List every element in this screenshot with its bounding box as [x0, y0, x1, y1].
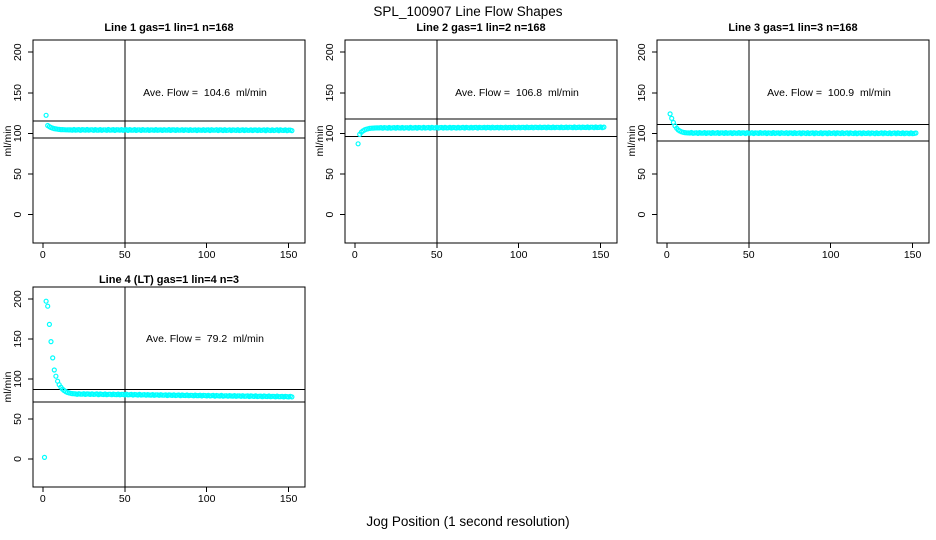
y-tick-label: 100 — [12, 124, 24, 142]
x-tick-label: 0 — [40, 493, 46, 505]
ave-flow-annotation: Ave. Flow = 104.6 ml/min — [143, 87, 267, 99]
panel-title-line-1: Line 1 gas=1 lin=1 n=168 — [104, 22, 234, 34]
y-tick-label: 100 — [12, 370, 24, 388]
panel-line-3: Line 3 gas=1 lin=3 n=168 ml/min Ave. Flo… — [624, 20, 936, 270]
y-tick-label: 0 — [12, 212, 24, 218]
plot-box — [656, 39, 930, 244]
y-tick-label: 0 — [12, 456, 24, 462]
x-axis-ticks: 0 50 100 150 — [352, 243, 610, 261]
y-tick-label: 50 — [636, 168, 648, 180]
x-tick-label: 50 — [431, 249, 443, 261]
panel-title-line-2: Line 2 gas=1 lin=2 n=168 — [416, 22, 546, 34]
data-points — [667, 111, 919, 137]
y-tick-label: 50 — [324, 168, 336, 180]
x-tick-label: 150 — [904, 249, 922, 261]
plot-canvas-line-4: 0 50 100 150 0 50 100 150 200 — [12, 286, 306, 505]
x-tick-label: 150 — [592, 249, 610, 261]
y-axis-ticks: 0 50 100 150 200 — [12, 43, 33, 218]
y-tick-label: 150 — [636, 84, 648, 102]
y-axis-ticks: 0 50 100 150 200 — [636, 43, 657, 218]
panel-title-line-3: Line 3 gas=1 lin=3 n=168 — [728, 22, 858, 34]
y-tick-label: 0 — [636, 212, 648, 218]
y-tick-label: 150 — [12, 84, 24, 102]
x-tick-label: 50 — [743, 249, 755, 261]
y-tick-label: 100 — [636, 124, 648, 142]
data-points — [355, 124, 607, 147]
y-tick-label: 50 — [12, 413, 24, 425]
x-axis-ticks: 0 50 100 150 — [40, 487, 298, 505]
y-axis-ticks: 0 50 100 150 200 — [324, 43, 345, 218]
plot-canvas-line-1: 0 50 100 150 0 50 100 150 200 — [12, 39, 306, 261]
reference-lines — [345, 40, 617, 243]
panel-title-line-4: Line 4 (LT) gas=1 lin=4 n=3 — [98, 274, 240, 286]
x-tick-label: 100 — [822, 249, 840, 261]
x-tick-label: 0 — [352, 249, 358, 261]
y-tick-label: 50 — [12, 168, 24, 180]
y-tick-label: 150 — [324, 84, 336, 102]
x-tick-label: 50 — [119, 493, 131, 505]
panel-line-4: Line 4 (LT) gas=1 lin=4 n=3 ml/min Ave. … — [0, 268, 312, 513]
x-tick-label: 0 — [664, 249, 670, 261]
x-tick-label: 100 — [198, 493, 216, 505]
y-tick-label: 200 — [324, 43, 336, 61]
x-axis-ticks: 0 50 100 150 — [40, 243, 298, 261]
x-tick-label: 100 — [198, 249, 216, 261]
y-axis-ticks: 0 50 100 150 200 — [12, 290, 33, 462]
y-tick-label: 0 — [324, 212, 336, 218]
plot-box — [32, 39, 306, 244]
reference-lines — [657, 40, 929, 243]
ave-flow-annotation: Ave. Flow = 79.2 ml/min — [146, 333, 264, 345]
x-tick-label: 150 — [280, 493, 298, 505]
reference-lines — [33, 287, 305, 487]
x-axis-ticks: 0 50 100 150 — [664, 243, 922, 261]
plot-box — [32, 286, 306, 488]
plot-canvas-line-2: 0 50 100 150 0 50 100 150 200 — [324, 39, 618, 261]
ave-flow-annotation: Ave. Flow = 100.9 ml/min — [767, 87, 891, 99]
x-tick-label: 50 — [119, 249, 131, 261]
x-tick-label: 100 — [510, 249, 528, 261]
ave-flow-annotation: Ave. Flow = 106.8 ml/min — [455, 87, 579, 99]
y-tick-label: 150 — [12, 330, 24, 348]
y-tick-label: 200 — [12, 290, 24, 308]
figure-title: SPL_100907 Line Flow Shapes — [373, 4, 563, 19]
data-points — [43, 112, 295, 134]
plot-canvas-line-3: 0 50 100 150 0 50 100 150 200 — [636, 39, 930, 261]
y-tick-label: 200 — [636, 43, 648, 61]
data-points — [41, 298, 295, 460]
x-axis-label: Jog Position (1 second resolution) — [366, 514, 570, 529]
reference-lines — [33, 40, 305, 243]
x-tick-label: 0 — [40, 249, 46, 261]
x-tick-label: 150 — [280, 249, 298, 261]
y-tick-label: 100 — [324, 124, 336, 142]
y-tick-label: 200 — [12, 43, 24, 61]
plot-box — [344, 39, 618, 244]
panel-line-1: Line 1 gas=1 lin=1 n=168 ml/min Ave. Flo… — [0, 20, 312, 270]
panel-line-2: Line 2 gas=1 lin=2 n=168 ml/min Ave. Flo… — [312, 20, 624, 270]
